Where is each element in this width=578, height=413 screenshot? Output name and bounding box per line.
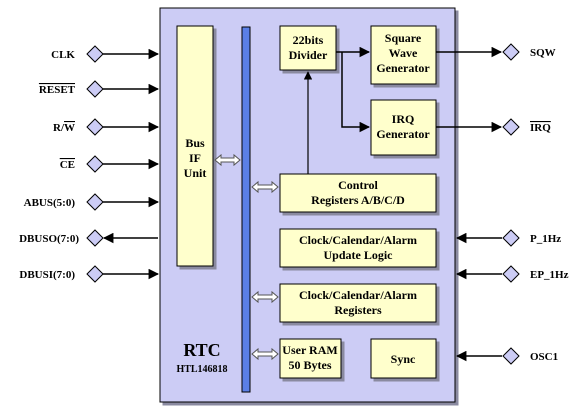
reset-label: RESET bbox=[39, 84, 76, 96]
user-ram-line-1: User RAM bbox=[282, 343, 337, 357]
bus-to-control-arrow bbox=[251, 180, 279, 194]
rw-label-w: W bbox=[64, 122, 75, 134]
ce-label: CE bbox=[60, 159, 75, 171]
dbuso-label: DBUSO(7:0) bbox=[19, 233, 79, 245]
user-ram-line-2: 50 Bytes bbox=[289, 358, 332, 372]
rw-label: R/W bbox=[53, 122, 75, 134]
internal-bus bbox=[241, 26, 251, 393]
user-ram-block: User RAM 50 Bytes bbox=[279, 338, 342, 379]
dbusi-label: DBUSI(7:0) bbox=[19, 269, 75, 281]
osc1-pin-diamond bbox=[502, 347, 520, 365]
update-logic-line-1: Clock/Calendar/Alarm bbox=[299, 233, 417, 247]
sqw-gen-line-3: Generator bbox=[376, 61, 430, 75]
calendar-registers-block: Clock/Calendar/Alarm Registers bbox=[279, 283, 437, 323]
bus-if-line-3: Unit bbox=[184, 166, 207, 180]
osc1-label: OSC1 bbox=[530, 351, 558, 363]
abus-pin-diamond bbox=[86, 193, 104, 211]
sqw-gen-line-1: Square bbox=[385, 31, 422, 45]
control-registers-block: Control Registers A/B/C/D bbox=[279, 173, 437, 213]
divider-line-2: Divider bbox=[289, 48, 328, 62]
irq-gen-line-1: IRQ bbox=[392, 112, 415, 126]
sync-block: Sync bbox=[370, 338, 437, 379]
divider-line-1: 22bits bbox=[293, 33, 324, 47]
rw-label-r: R/ bbox=[53, 122, 65, 134]
p1hz-pin-diamond bbox=[502, 229, 520, 247]
irq-label: IRQ bbox=[530, 122, 551, 134]
sync-label: Sync bbox=[391, 352, 416, 366]
left-pin-diamonds bbox=[86, 45, 104, 283]
chip-part-number: HTL146818 bbox=[176, 364, 227, 375]
left-pin-connectors bbox=[102, 48, 160, 280]
ce-pin-diamond bbox=[86, 155, 104, 173]
abus-label: ABUS(5:0) bbox=[24, 197, 76, 209]
irq-pin-diamond bbox=[502, 118, 520, 136]
ctrl-reg-line-2: Registers A/B/C/D bbox=[311, 193, 405, 207]
cc-reg-line-1: Clock/Calendar/Alarm bbox=[299, 288, 417, 302]
irq-generator-block: IRQ Generator bbox=[370, 99, 437, 156]
p1hz-label: P_1Hz bbox=[530, 233, 561, 245]
divider-block: 22bits Divider bbox=[279, 25, 337, 71]
cc-reg-line-2: Registers bbox=[334, 303, 382, 317]
clk-pin-diamond bbox=[86, 45, 104, 63]
sqw-label: SQW bbox=[530, 47, 556, 59]
ep1hz-pin-diamond bbox=[502, 265, 520, 283]
bus-to-ccregs-arrow bbox=[251, 290, 279, 304]
right-pin-labels: SQW IRQ P_1Hz EP_1Hz OSC1 bbox=[530, 47, 569, 363]
dbusi-pin-diamond bbox=[86, 265, 104, 283]
bus-if-unit-block: Bus IF Unit bbox=[176, 25, 214, 267]
update-logic-line-2: Update Logic bbox=[324, 248, 394, 262]
busif-to-bus-arrow bbox=[214, 153, 241, 167]
dbuso-pin-diamond bbox=[86, 229, 104, 247]
chip-name: RTC bbox=[183, 340, 220, 360]
right-pin-connectors bbox=[436, 46, 503, 362]
ctrl-reg-line-1: Control bbox=[338, 178, 378, 192]
left-pin-labels: CLK RESET R/W CE ABUS(5:0) DBUSO(7:0) DB… bbox=[19, 49, 79, 281]
update-logic-block: Clock/Calendar/Alarm Update Logic bbox=[279, 228, 437, 268]
irq-gen-line-2: Generator bbox=[376, 127, 430, 141]
right-pin-diamonds bbox=[502, 43, 520, 365]
sqw-gen-line-2: Wave bbox=[389, 46, 418, 60]
bus-to-ram-arrow bbox=[251, 347, 279, 361]
divider-to-irq-arrow bbox=[341, 52, 371, 133]
bus-arrows bbox=[214, 153, 279, 361]
clk-label: CLK bbox=[51, 49, 75, 61]
square-wave-generator-block: Square Wave Generator bbox=[370, 25, 437, 85]
bus-if-line-2: IF bbox=[189, 151, 201, 165]
bus-if-line-1: Bus bbox=[185, 136, 205, 150]
ep1hz-label: EP_1Hz bbox=[530, 269, 569, 281]
rw-pin-diamond bbox=[86, 118, 104, 136]
sqw-pin-diamond bbox=[502, 43, 520, 61]
reset-pin-diamond bbox=[86, 80, 104, 98]
